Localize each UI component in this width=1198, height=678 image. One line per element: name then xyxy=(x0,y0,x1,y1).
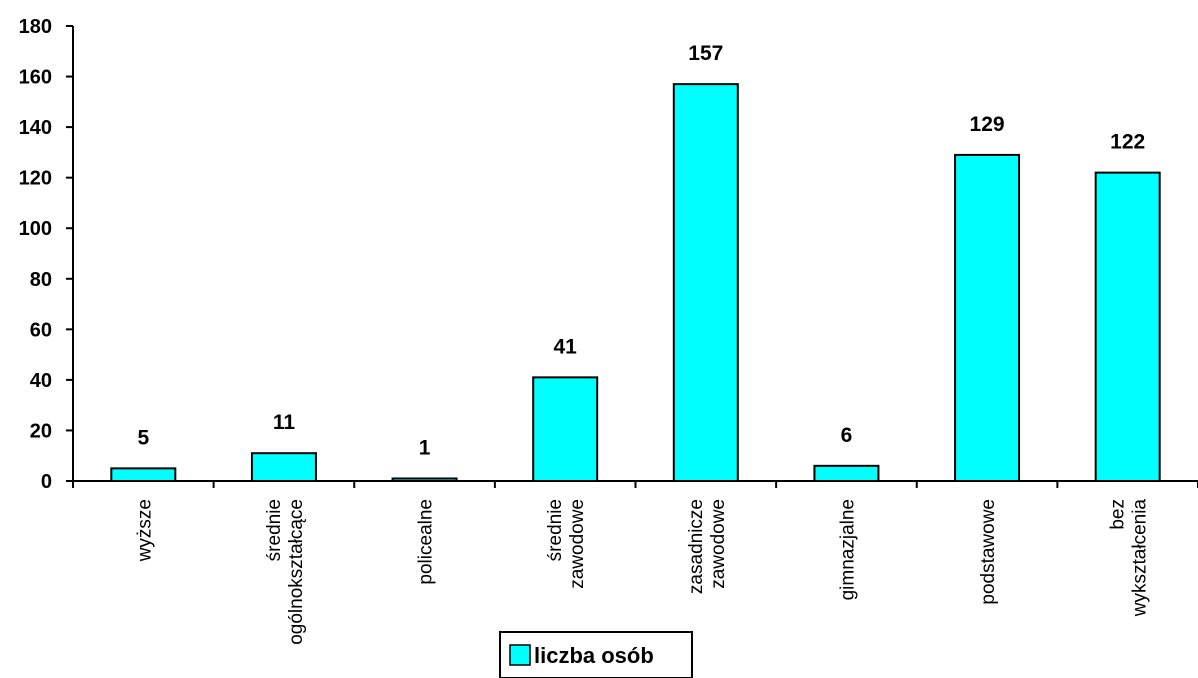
data-label: 5 xyxy=(137,426,149,449)
y-tick-label: 180 xyxy=(19,16,52,38)
x-category-label: wyższe xyxy=(134,499,155,562)
x-category-label: średnie zawodowe xyxy=(545,499,588,589)
bar xyxy=(813,464,880,483)
legend-box xyxy=(499,631,693,678)
bar xyxy=(391,477,458,483)
y-tick-label: 60 xyxy=(30,319,52,341)
bar xyxy=(954,153,1021,483)
x-category-label-line: zawodowe xyxy=(708,499,729,589)
x-category-label-line: średnie xyxy=(545,499,566,561)
data-label: 129 xyxy=(970,113,1005,136)
x-category-label-line: podstawowe xyxy=(978,499,999,605)
x-category-label: bez wykształcenia xyxy=(1108,499,1151,618)
y-tick-label: 100 xyxy=(19,218,52,240)
data-label: 157 xyxy=(688,42,723,65)
legend-swatch xyxy=(509,644,531,666)
y-tick-label: 80 xyxy=(30,269,52,291)
bar xyxy=(1094,171,1161,482)
bar xyxy=(672,83,739,482)
x-category-label: średnie ogólnokształcące xyxy=(264,499,307,645)
x-category-label-line: bez xyxy=(1108,499,1129,530)
bar xyxy=(110,467,177,483)
x-category-label-line: gimnazjalne xyxy=(837,499,858,600)
legend-label: liczba osób xyxy=(534,643,654,668)
bar xyxy=(250,452,317,483)
y-tick-label: 140 xyxy=(19,117,52,139)
data-label: 41 xyxy=(554,335,578,358)
data-label: 1 xyxy=(419,436,431,459)
x-category-label: policealne xyxy=(416,499,437,585)
x-category-label-line: ogólnokształcące xyxy=(286,499,307,645)
x-category-label-line: policealne xyxy=(416,499,437,585)
y-tick-label: 0 xyxy=(41,471,52,493)
x-category-label: podstawowe xyxy=(978,499,999,605)
x-category-label-line: wyższe xyxy=(134,499,155,562)
y-tick-label: 160 xyxy=(19,67,52,89)
y-tick-label: 120 xyxy=(19,168,52,190)
bar xyxy=(532,376,599,482)
x-category-label: gimnazjalne xyxy=(837,499,858,600)
y-tick-label: 40 xyxy=(30,370,52,392)
y-tick-label: 20 xyxy=(30,420,52,442)
data-label: 11 xyxy=(273,411,296,434)
x-category-label-line: zasadnicze xyxy=(686,499,707,594)
x-category-label: zasadnicze zawodowe xyxy=(686,499,729,594)
x-category-label-line: średnie xyxy=(264,499,285,561)
data-label: 6 xyxy=(841,424,853,447)
data-label: 122 xyxy=(1110,131,1145,154)
x-category-label-line: wykształcenia xyxy=(1130,499,1151,618)
x-category-label-line: zawodowe xyxy=(567,499,588,589)
